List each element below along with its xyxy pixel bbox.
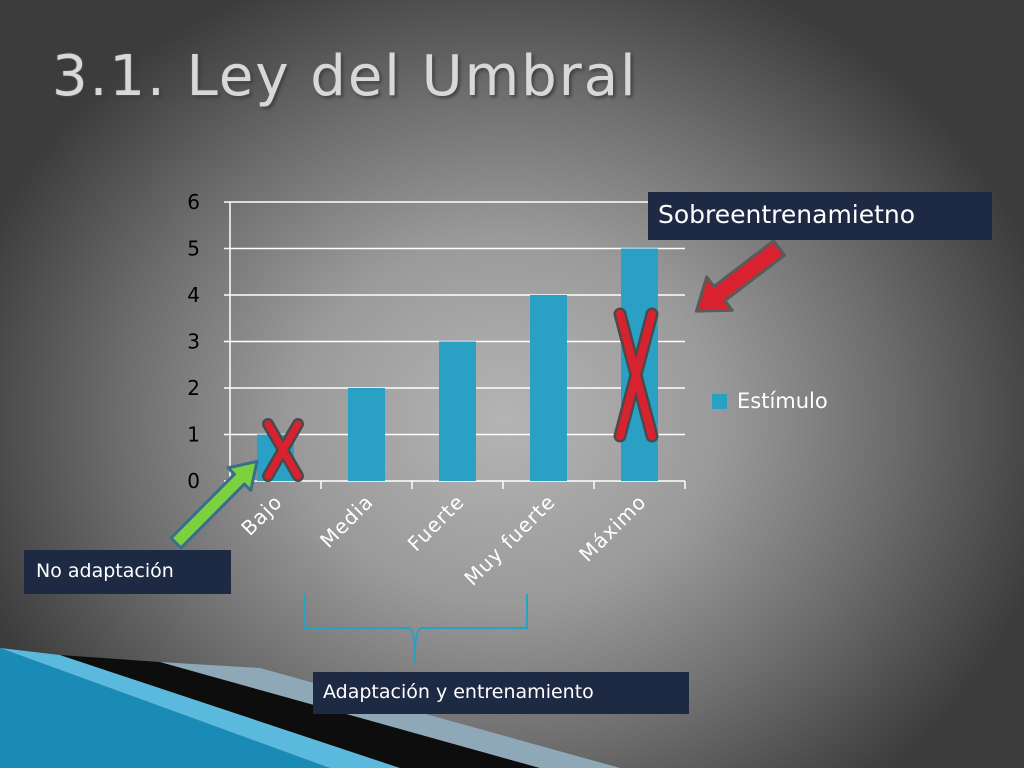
y-tick-label: 6: [187, 190, 200, 214]
legend-label: Estímulo: [737, 389, 828, 413]
bar: [348, 388, 385, 481]
y-tick-label: 3: [187, 330, 200, 354]
y-tick-label: 5: [187, 237, 200, 261]
overtraining-label: Sobreentrenamietno: [648, 192, 992, 240]
x-tick-label: Fuerte: [403, 490, 469, 556]
x-tick-label: Muy fuerte: [459, 490, 560, 591]
adaptation-label: Adaptación y entrenamiento: [313, 672, 689, 714]
legend-swatch: [712, 394, 727, 409]
brace: [304, 594, 528, 651]
x-tick-label: Bajo: [236, 490, 287, 541]
corner-decoration: [0, 648, 620, 768]
x-tick-label: Media: [315, 490, 378, 553]
red-arrow: [694, 239, 786, 313]
bar: [530, 295, 567, 481]
y-tick-label: 4: [187, 283, 200, 307]
green-arrow: [169, 459, 259, 550]
y-tick-label: 2: [187, 376, 200, 400]
y-tick-label: 0: [187, 469, 200, 493]
red-cross-bajo: [262, 418, 304, 482]
y-tick-labels: 0 1 2 3 4 5 6: [187, 190, 200, 493]
x-tick-label: Máximo: [574, 490, 651, 567]
red-cross-maximo: [613, 307, 659, 443]
no-adaptation-label: No adaptación: [24, 550, 231, 594]
legend: Estímulo: [712, 389, 828, 413]
bars: [257, 248, 658, 481]
y-tick-label: 1: [187, 423, 200, 447]
slide-title: 3.1. Ley del Umbral: [52, 44, 638, 109]
bar: [439, 341, 476, 481]
